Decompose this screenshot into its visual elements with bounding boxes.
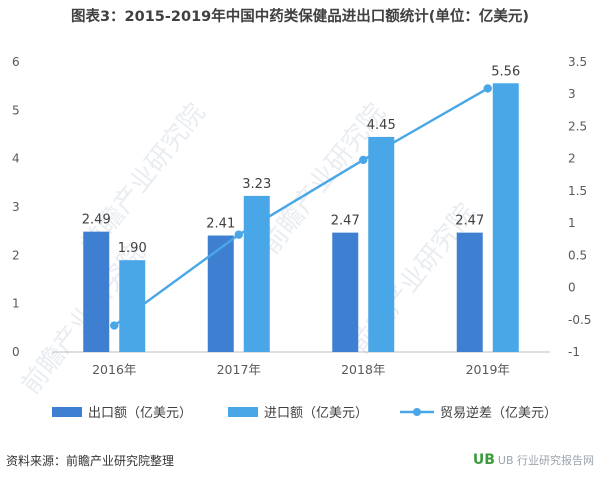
y-right-tick-label: -1 [568, 345, 580, 359]
y-right-tick-label: -0.5 [568, 313, 591, 327]
import-bar [243, 195, 270, 352]
export-bar [456, 232, 483, 352]
legend-import-label: 进口额（亿美元） [264, 406, 368, 421]
legend-import-swatch [228, 407, 258, 417]
legend-trade-label: 贸易逆差（亿美元） [440, 405, 557, 421]
trade-deficit-line [113, 87, 489, 327]
import-bar [368, 136, 395, 352]
x-tick-label: 2017年 [217, 362, 261, 377]
y-left-tick-label: 3 [12, 200, 20, 214]
data-labels: 2.49 1.90 2.41 3.23 2.47 4.45 2.47 5.56 [82, 64, 520, 256]
x-tick-label: 2016年 [92, 362, 136, 377]
chart: 前瞻产业研究院前瞻产业研究院前瞻产业研究院前瞻产业研究院 0123456-1-0… [12, 55, 591, 421]
y-left-tick-label: 2 [12, 248, 20, 262]
export-data-label: 2.47 [455, 214, 484, 229]
trade-line [110, 84, 492, 330]
y-left-tick-label: 4 [12, 152, 20, 166]
legend-trade-marker [413, 408, 421, 416]
legend: 出口额（亿美元） 进口额（亿美元） 贸易逆差（亿美元） [52, 405, 557, 421]
export-data-label: 2.47 [331, 214, 360, 229]
export-bar [332, 232, 359, 352]
export-bar [83, 231, 110, 352]
trade-deficit-point [483, 84, 492, 93]
y-left-tick-label: 5 [12, 103, 20, 117]
legend-export-swatch [52, 407, 82, 417]
export-bar [207, 235, 234, 352]
y-right-tick-label: 1.5 [568, 184, 587, 198]
y-right-tick-label: 3.5 [568, 55, 587, 69]
x-tick-label: 2019年 [466, 362, 510, 377]
corner-watermark-text: UB 行业研究报告网 [497, 454, 594, 467]
trade-deficit-point [110, 321, 119, 330]
trade-deficit-point [359, 155, 368, 165]
y-right-tick-label: 2 [568, 152, 576, 166]
y-left-tick-label: 6 [12, 55, 20, 69]
bars [83, 83, 519, 352]
corner-watermark: UB UB 行业研究报告网 [473, 452, 594, 468]
import-data-label: 3.23 [242, 177, 271, 192]
y-right-tick-label: 1 [568, 216, 576, 230]
chart-title: 图表3：2015-2019年中国中药类保健品进出口额统计(单位：亿美元) [70, 9, 530, 25]
y-right-tick-label: 0 [568, 281, 576, 295]
y-left-tick-label: 1 [12, 297, 20, 311]
import-data-label: 4.45 [367, 118, 396, 133]
y-right-tick-label: 3 [568, 87, 576, 101]
trade-deficit-point [234, 230, 243, 239]
y-left-tick-label: 0 [12, 345, 20, 359]
import-bar [492, 83, 519, 352]
x-tick-label: 2018年 [341, 362, 385, 377]
ub-logo-icon: UB [472, 452, 495, 468]
import-data-label: 5.56 [491, 64, 520, 79]
export-data-label: 2.49 [82, 213, 111, 228]
export-data-label: 2.41 [206, 217, 235, 232]
source-note: 资料来源：前瞻产业研究院整理 [6, 454, 175, 468]
y-right-tick-label: 0.5 [568, 248, 587, 262]
import-data-label: 1.90 [118, 241, 147, 256]
y-right-tick-label: 2.5 [568, 119, 587, 133]
axes: 0 1 2 3 4 5 6 -1 -0.5 0 0.5 1 1.5 2 2.5 3 3.5 2016年 2017年 2… [12, 55, 591, 377]
legend-export-label: 出口额（亿美元） [88, 406, 192, 421]
